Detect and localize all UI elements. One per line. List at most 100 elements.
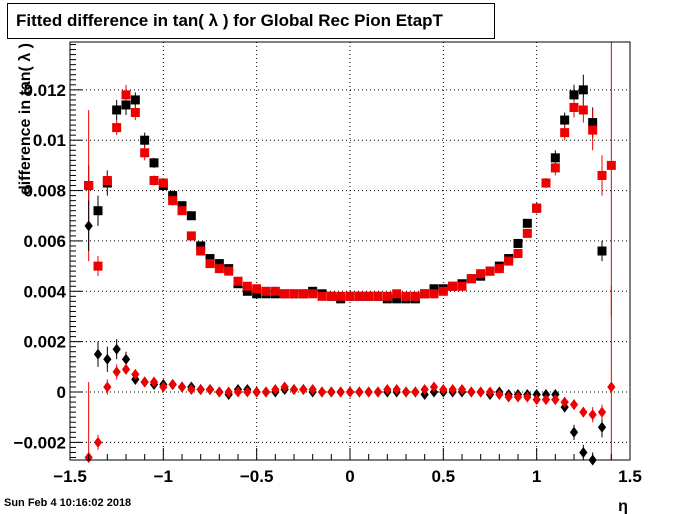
data-point-diamond — [429, 381, 439, 393]
data-point-diamond — [579, 446, 588, 458]
data-point-square — [93, 206, 103, 216]
data-point-diamond — [476, 386, 485, 398]
y-tick-label: 0.01 — [33, 131, 66, 150]
data-point-square — [560, 115, 570, 125]
data-point-square — [196, 246, 206, 256]
x-tick-label: −1.5 — [53, 467, 87, 486]
data-point-diamond — [252, 386, 261, 398]
data-point-diamond — [513, 391, 523, 403]
y-tick-label: −0.002 — [14, 433, 66, 452]
data-point-square — [550, 163, 560, 173]
data-point-square — [597, 246, 607, 256]
data-point-diamond — [383, 383, 392, 395]
data-point-square — [494, 264, 504, 274]
data-point-square — [186, 211, 196, 221]
y-tick-label: 0.002 — [23, 333, 66, 352]
data-point-square — [597, 170, 607, 180]
y-tick-label: 0.012 — [23, 81, 66, 100]
data-point-diamond — [243, 386, 252, 398]
data-point-square — [532, 203, 542, 213]
data-point-square — [205, 254, 215, 264]
data-point-diamond — [327, 386, 336, 398]
y-tick-label: 0.006 — [23, 232, 66, 251]
data-point-square — [84, 181, 94, 191]
data-point-diamond — [261, 386, 271, 398]
data-point-diamond — [495, 389, 504, 401]
data-point-diamond — [149, 376, 159, 388]
data-point-square — [336, 291, 346, 301]
data-point-diamond — [560, 396, 569, 408]
data-point-square — [401, 291, 411, 301]
data-markers — [84, 85, 616, 466]
data-point-diamond — [355, 386, 364, 398]
data-point-square — [588, 125, 598, 135]
data-point-square — [448, 281, 458, 291]
data-point-square — [242, 286, 252, 296]
data-point-diamond — [597, 406, 607, 418]
data-point-diamond — [607, 381, 616, 393]
data-point-square — [149, 175, 159, 185]
data-point-diamond — [196, 383, 205, 395]
data-point-diamond — [523, 391, 532, 403]
data-point-square — [168, 196, 178, 206]
data-point-diamond — [336, 386, 345, 398]
y-tick-label: 0 — [57, 383, 66, 402]
data-point-diamond — [532, 394, 541, 406]
data-point-square — [420, 289, 430, 299]
data-point-square — [392, 289, 402, 299]
data-point-square — [112, 105, 122, 115]
data-point-square — [438, 286, 448, 296]
data-point-square — [345, 291, 355, 301]
data-point-diamond — [411, 386, 420, 398]
data-point-diamond — [392, 383, 401, 395]
data-point-square — [130, 95, 140, 105]
data-point-square — [93, 261, 103, 271]
data-point-square — [317, 291, 327, 301]
data-point-diamond — [205, 383, 215, 395]
data-point-square — [186, 231, 196, 241]
data-point-square — [205, 259, 215, 269]
data-point-diamond — [168, 378, 177, 390]
data-point-diamond — [187, 383, 196, 395]
data-point-square — [102, 175, 112, 185]
data-point-diamond — [224, 386, 233, 398]
data-point-square — [149, 158, 159, 168]
x-axis-title: η — [618, 498, 628, 514]
data-point-diamond — [280, 381, 289, 393]
data-point-square — [233, 276, 243, 286]
data-point-square — [177, 206, 187, 216]
y-tick-label: 0.004 — [23, 282, 66, 301]
data-point-square — [121, 100, 131, 110]
data-point-diamond — [541, 394, 551, 406]
data-point-square — [485, 266, 495, 276]
data-point-square — [550, 153, 560, 163]
data-point-square — [280, 289, 290, 299]
x-tick-label: 1 — [532, 467, 541, 486]
data-point-diamond — [420, 383, 429, 395]
data-point-diamond — [112, 343, 121, 355]
data-point-square — [513, 249, 523, 259]
data-point-diamond — [103, 353, 112, 365]
data-point-diamond — [551, 394, 560, 406]
data-point-diamond — [364, 386, 373, 398]
chart-title: Fitted difference in tan( λ ) for Global… — [7, 3, 495, 39]
data-point-diamond — [112, 366, 121, 378]
data-point-square — [392, 294, 402, 304]
data-point-square — [541, 178, 551, 188]
data-point-square — [373, 291, 383, 301]
data-point-diamond — [504, 391, 513, 403]
data-point-square — [130, 108, 140, 118]
data-point-square — [242, 281, 252, 291]
data-point-diamond — [588, 409, 597, 421]
x-tick-label: 0 — [345, 467, 354, 486]
data-point-square — [560, 128, 570, 138]
data-point-diamond — [597, 421, 607, 433]
data-point-square — [158, 178, 168, 188]
data-point-diamond — [579, 406, 588, 418]
data-point-diamond — [103, 381, 112, 393]
axis-ticks — [69, 44, 631, 460]
data-point-diamond — [439, 383, 448, 395]
data-point-square — [457, 281, 467, 291]
data-point-square — [214, 259, 224, 269]
data-point-diamond — [299, 383, 308, 395]
